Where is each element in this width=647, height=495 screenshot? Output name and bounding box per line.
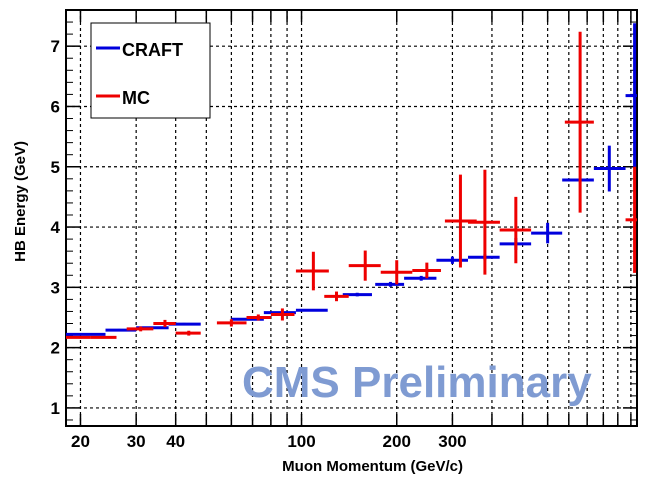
plot-frame	[65, 9, 638, 427]
x-tick-label: 30	[127, 432, 146, 451]
y-tick-label: 7	[51, 37, 60, 56]
y-tick-label: 2	[51, 339, 60, 358]
x-axis-label: Muon Momentum (GeV/c)	[282, 458, 463, 475]
y-tick-label: 4	[51, 218, 61, 237]
cms-preliminary-watermark: CMS Preliminary	[242, 358, 592, 407]
series-mc	[66, 31, 637, 339]
legend-box	[90, 22, 211, 119]
y-tick-label: 3	[51, 278, 60, 297]
y-axis-label: HB Energy (GeV)	[12, 141, 29, 262]
series-layer	[66, 23, 637, 339]
y-tick-label: 5	[51, 158, 60, 177]
legend-label-craft: CRAFT	[122, 40, 183, 60]
x-tick-labels: 20 30 40 100 200 300	[71, 432, 467, 451]
y-tick-label: 6	[51, 97, 60, 116]
x-tick-label: 300	[438, 432, 466, 451]
x-tick-label: 100	[287, 432, 315, 451]
axis-ticks	[66, 10, 637, 426]
x-tick-label: 20	[71, 432, 90, 451]
y-tick-labels: 1 2 3 4 5 6 7	[51, 37, 61, 418]
grid	[66, 10, 637, 426]
y-tick-label: 1	[51, 399, 60, 418]
x-tick-label: 40	[166, 432, 185, 451]
legend-label-mc: MC	[122, 88, 150, 108]
legend: CRAFT MC	[90, 22, 211, 119]
x-tick-label: 200	[383, 432, 411, 451]
